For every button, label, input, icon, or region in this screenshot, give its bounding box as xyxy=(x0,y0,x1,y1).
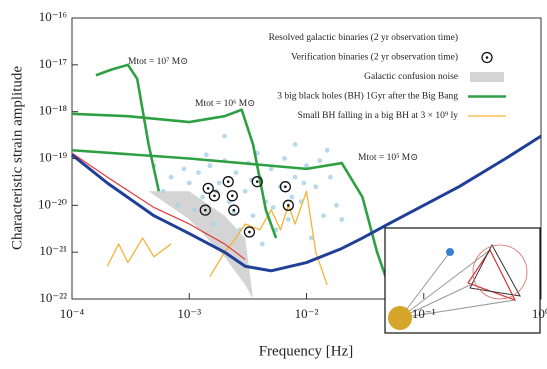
resolved-binary xyxy=(301,180,307,186)
inset-diagram xyxy=(384,227,541,334)
curve xyxy=(95,63,161,192)
legend-label: Small BH falling in a big BH at 3 × 10⁹ … xyxy=(298,110,459,121)
resolved-binary xyxy=(285,217,291,222)
resolved-binary xyxy=(270,205,276,210)
x-tick-label: 10⁻⁴ xyxy=(60,306,85,321)
resolved-binary xyxy=(175,202,181,208)
verification-binary-dot xyxy=(206,187,210,190)
resolved-binary xyxy=(339,217,345,222)
curve xyxy=(106,190,328,286)
inset-triangle xyxy=(469,243,521,297)
verification-binary xyxy=(199,204,211,216)
resolved-binary xyxy=(216,180,222,186)
y-tick-label: 10⁻¹⁶ xyxy=(39,9,67,24)
legend-swatch xyxy=(470,72,504,82)
annotation: Mtot = 10⁶ M⊙ xyxy=(195,99,255,109)
verification-binary-dot xyxy=(213,194,216,198)
x-tick-label: 10⁻¹ xyxy=(412,306,436,321)
curve xyxy=(71,108,278,239)
resolved-binary xyxy=(289,194,295,200)
legend-label: Resolved galactic binaries (2 yr observa… xyxy=(269,32,458,43)
y-tick-label: 10⁻¹⁹ xyxy=(39,149,68,164)
resolved-binary xyxy=(160,188,166,194)
legend-swatch xyxy=(481,51,493,64)
y-axis-label: Characteristic strain amplitude xyxy=(9,66,25,250)
resolved-binary xyxy=(203,152,209,158)
resolved-binary xyxy=(222,133,227,139)
x-axis-label: Frequency [Hz] xyxy=(259,343,354,359)
y-tick-label: 10⁻²¹ xyxy=(39,243,67,258)
resolved-binary xyxy=(292,174,298,180)
verification-binary xyxy=(228,204,240,216)
x-tick-label: 10⁻³ xyxy=(177,306,201,321)
y-tick-label: 10⁻¹⁸ xyxy=(39,103,68,118)
resolved-binary xyxy=(268,166,274,172)
resolved-binary xyxy=(168,174,174,180)
plot-layer xyxy=(71,63,542,299)
annotation: Mtot = 10⁷ M⊙ xyxy=(128,57,188,67)
x-tick-label: 10⁰ xyxy=(532,306,547,321)
verification-binary-dot xyxy=(231,194,234,198)
verification-binary-dot xyxy=(255,180,259,183)
resolved-binary xyxy=(324,147,330,153)
resolved-binary xyxy=(231,210,237,215)
verification-binary xyxy=(243,226,256,238)
resolved-binary xyxy=(282,156,287,161)
verification-binary xyxy=(208,190,221,202)
verification-binary-dot xyxy=(284,185,287,188)
verification-binary-dot xyxy=(203,208,207,212)
resolved-binary xyxy=(191,207,197,213)
inset-line xyxy=(399,251,451,319)
legend-swatch xyxy=(485,56,489,59)
resolved-binary xyxy=(250,213,256,219)
legend-label: Galactic confusion noise xyxy=(364,71,458,82)
resolved-binary xyxy=(308,235,314,241)
resolved-binary xyxy=(196,170,201,175)
curve xyxy=(71,148,390,286)
verification-binary xyxy=(251,176,263,188)
curve xyxy=(71,152,246,260)
verification-binary-dot xyxy=(232,208,236,212)
verification-binary-dot xyxy=(287,204,290,207)
y-tick-label: 10⁻¹⁷ xyxy=(39,56,67,71)
y-tick-label: 10⁻²⁰ xyxy=(38,196,67,211)
y-tick-label: 10⁻²² xyxy=(39,290,67,305)
verification-binary xyxy=(222,176,234,188)
verification-binary-dot xyxy=(248,230,251,234)
verification-binary xyxy=(282,199,294,211)
annotation: Mtot = 10⁵ M⊙ xyxy=(358,153,418,163)
inset-line xyxy=(399,284,471,319)
inset-line xyxy=(399,299,516,319)
verification-binary xyxy=(279,181,291,193)
resolved-binary xyxy=(233,170,239,175)
resolved-binary xyxy=(181,166,187,172)
resolved-binary xyxy=(242,188,248,194)
verification-binary-dot xyxy=(226,180,230,183)
legend-label: 3 big black holes (BH) 1Gyr after the Bi… xyxy=(277,91,458,102)
verification-binary xyxy=(226,190,238,202)
resolved-binary xyxy=(313,184,319,190)
resolved-binary xyxy=(334,202,339,208)
resolved-binary xyxy=(292,142,298,147)
resolved-binary xyxy=(328,174,333,180)
inset-earth xyxy=(446,248,454,256)
curve xyxy=(71,134,542,273)
inset-sun xyxy=(388,306,412,330)
resolved-binary xyxy=(200,194,206,200)
verification-binary xyxy=(202,182,214,195)
resolved-binary xyxy=(304,163,309,169)
x-tick-label: 10⁻² xyxy=(295,306,319,321)
inset-orbit xyxy=(472,244,528,300)
resolved-binary xyxy=(186,180,192,186)
resolved-binary xyxy=(321,213,327,219)
legend-label: Verification binaries (2 yr observation … xyxy=(291,52,458,63)
resolved-binary xyxy=(207,163,213,169)
resolved-binary xyxy=(259,241,265,247)
resolved-binary xyxy=(210,221,216,227)
resolved-binary xyxy=(317,158,323,164)
